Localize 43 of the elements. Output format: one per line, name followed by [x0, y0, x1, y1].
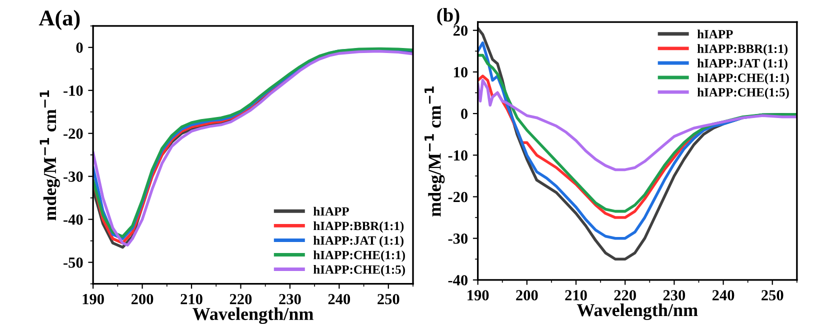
legend-label: hIAPP:CHE(1:1) — [313, 250, 405, 262]
y-tick-label: -40 — [64, 214, 83, 225]
legend-label: hIAPP:JAT (1:1) — [697, 58, 788, 70]
y-axis-title: mdeg/M$^{−1}$ cm$^{−1}$ — [40, 90, 60, 220]
legend-label: hIAPP:CHE(1:5) — [697, 88, 789, 100]
x-tick-label: 190 — [82, 294, 104, 304]
y-tick-label: -20 — [64, 128, 83, 139]
x-axis-title: Wavelength/nm — [192, 307, 314, 324]
x-tick-label: 220 — [230, 294, 252, 304]
x-tick-label: 230 — [279, 294, 301, 304]
x-tick-label: 240 — [328, 294, 350, 304]
y-tick-label: 20 — [453, 25, 468, 36]
y-tick-label: -10 — [64, 86, 83, 96]
x-tick-label: 200 — [516, 290, 538, 300]
legend-label: hIAPP — [313, 206, 349, 216]
x-tick-label: 220 — [614, 290, 636, 300]
x-tick-label: 250 — [762, 290, 784, 300]
x-tick-label: 210 — [180, 294, 202, 304]
y-tick-label: -20 — [448, 192, 468, 202]
x-tick-label: 240 — [712, 290, 734, 300]
legend-label: hIAPP:CHE(1:1) — [697, 73, 789, 85]
x-tick-label: 200 — [131, 294, 154, 304]
x-tick-label: 190 — [468, 290, 489, 300]
chart-title: (b) — [437, 8, 460, 26]
chart-title: A(a) — [38, 10, 80, 30]
legend-label: hIAPP:CHE(1:5) — [313, 264, 405, 276]
x-tick-label: 210 — [565, 290, 587, 300]
y-tick-label: 0 — [76, 42, 83, 53]
y-tick-label: 0 — [461, 108, 468, 119]
legend-label: hIAPP:JAT (1:1) — [313, 236, 404, 248]
y-tick-label: 10 — [454, 67, 468, 78]
y-axis-title: mdeg/M$^{−1}$ cm$^{−1}$ — [424, 86, 445, 216]
x-tick-label: 230 — [663, 290, 686, 300]
legend-label: hIAPP:BBR(1:1) — [697, 44, 788, 56]
y-tick-label: -30 — [448, 233, 468, 244]
y-tick-label: -30 — [64, 172, 83, 182]
x-axis-title: Wavelength/nm — [576, 304, 698, 320]
legend-label: hIAPP:BBR(1:1) — [313, 221, 404, 233]
y-tick-label: -10 — [448, 150, 468, 161]
y-tick-label: -50 — [64, 257, 83, 268]
x-tick-label: 250 — [378, 294, 400, 304]
y-tick-label: -40 — [448, 275, 468, 286]
legend-label: hIAPP — [697, 30, 733, 38]
